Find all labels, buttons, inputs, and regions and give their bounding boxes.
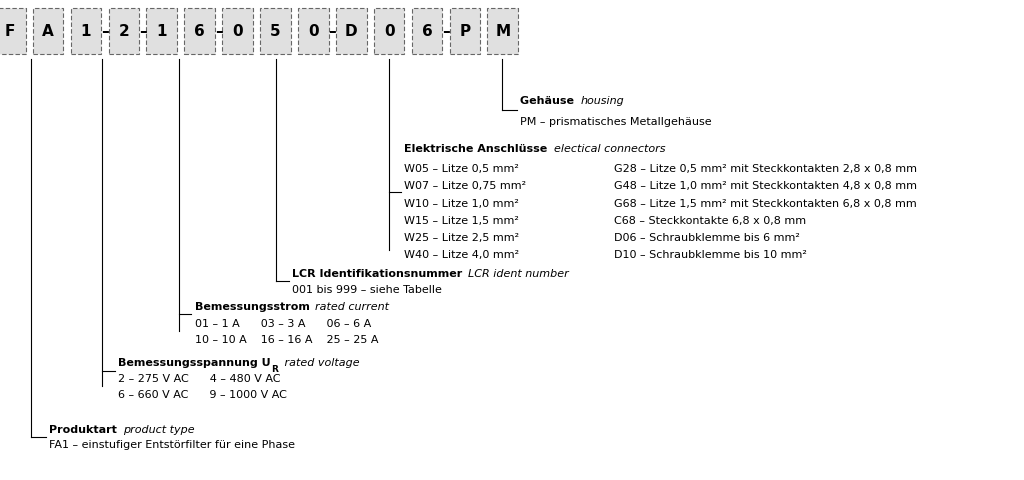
- Text: G28 – Litze 0,5 mm² mit Steckkontakten 2,8 x 0,8 mm: G28 – Litze 0,5 mm² mit Steckkontakten 2…: [614, 164, 918, 174]
- Text: P: P: [460, 24, 470, 39]
- Text: FA1 – einstufiger Entstörfilter für eine Phase: FA1 – einstufiger Entstörfilter für eine…: [49, 441, 295, 450]
- Text: G68 – Litze 1,5 mm² mit Steckkontakten 6,8 x 0,8 mm: G68 – Litze 1,5 mm² mit Steckkontakten 6…: [614, 199, 918, 208]
- Text: W05 – Litze 0,5 mm²: W05 – Litze 0,5 mm²: [404, 164, 519, 174]
- Text: 10 – 10 A    16 – 16 A    25 – 25 A: 10 – 10 A 16 – 16 A 25 – 25 A: [195, 335, 378, 345]
- FancyBboxPatch shape: [260, 8, 291, 54]
- Text: 6: 6: [195, 24, 205, 39]
- FancyBboxPatch shape: [412, 8, 442, 54]
- FancyBboxPatch shape: [374, 8, 404, 54]
- Text: F: F: [5, 24, 15, 39]
- Text: 1: 1: [81, 24, 91, 39]
- FancyBboxPatch shape: [71, 8, 101, 54]
- Text: 6: 6: [422, 24, 432, 39]
- FancyBboxPatch shape: [336, 8, 367, 54]
- Text: W25 – Litze 2,5 mm²: W25 – Litze 2,5 mm²: [404, 233, 519, 243]
- FancyBboxPatch shape: [222, 8, 253, 54]
- Text: 0: 0: [308, 24, 318, 39]
- Text: housing: housing: [581, 96, 624, 106]
- Text: rated voltage: rated voltage: [281, 359, 359, 368]
- Text: –: –: [329, 24, 336, 39]
- Text: PM – prismatisches Metallgehäuse: PM – prismatisches Metallgehäuse: [520, 118, 712, 127]
- Text: 001 bis 999 – siehe Tabelle: 001 bis 999 – siehe Tabelle: [292, 286, 441, 295]
- Text: Produktart: Produktart: [49, 425, 121, 434]
- Text: D06 – Schraubklemme bis 6 mm²: D06 – Schraubklemme bis 6 mm²: [614, 233, 801, 243]
- Text: electical connectors: electical connectors: [554, 144, 666, 154]
- Text: product type: product type: [123, 425, 195, 434]
- Text: 6 – 660 V AC      9 – 1000 V AC: 6 – 660 V AC 9 – 1000 V AC: [118, 390, 287, 400]
- Text: A: A: [42, 24, 54, 39]
- FancyBboxPatch shape: [0, 8, 26, 54]
- FancyBboxPatch shape: [146, 8, 177, 54]
- Text: D: D: [345, 24, 357, 39]
- Text: Bemessungsspannung U: Bemessungsspannung U: [118, 359, 270, 368]
- Text: C68 – Steckkontakte 6,8 x 0,8 mm: C68 – Steckkontakte 6,8 x 0,8 mm: [614, 216, 807, 226]
- Text: W40 – Litze 4,0 mm²: W40 – Litze 4,0 mm²: [404, 251, 519, 260]
- Text: LCR Identifikationsnummer: LCR Identifikationsnummer: [292, 269, 466, 278]
- Text: W07 – Litze 0,75 mm²: W07 – Litze 0,75 mm²: [404, 181, 526, 191]
- Text: –: –: [442, 24, 450, 39]
- Text: Elektrische Anschlüsse: Elektrische Anschlüsse: [404, 144, 552, 154]
- Text: W10 – Litze 1,0 mm²: W10 – Litze 1,0 mm²: [404, 199, 519, 208]
- FancyBboxPatch shape: [109, 8, 139, 54]
- Text: W15 – Litze 1,5 mm²: W15 – Litze 1,5 mm²: [404, 216, 519, 226]
- Text: G48 – Litze 1,0 mm² mit Steckkontakten 4,8 x 0,8 mm: G48 – Litze 1,0 mm² mit Steckkontakten 4…: [614, 181, 918, 191]
- Text: 2 – 275 V AC      4 – 480 V AC: 2 – 275 V AC 4 – 480 V AC: [118, 374, 281, 384]
- Text: –: –: [215, 24, 222, 39]
- Text: 0: 0: [384, 24, 394, 39]
- Text: rated current: rated current: [315, 302, 389, 312]
- Text: 1: 1: [157, 24, 167, 39]
- FancyBboxPatch shape: [450, 8, 480, 54]
- Text: –: –: [101, 24, 109, 39]
- FancyBboxPatch shape: [33, 8, 63, 54]
- Text: Gehäuse: Gehäuse: [520, 96, 579, 106]
- Text: D10 – Schraubklemme bis 10 mm²: D10 – Schraubklemme bis 10 mm²: [614, 251, 807, 260]
- Text: LCR ident number: LCR ident number: [468, 269, 568, 278]
- Text: 01 – 1 A      03 – 3 A      06 – 6 A: 01 – 1 A 03 – 3 A 06 – 6 A: [195, 319, 371, 329]
- FancyBboxPatch shape: [487, 8, 518, 54]
- Text: Bemessungsstrom: Bemessungsstrom: [195, 302, 313, 312]
- Text: 0: 0: [232, 24, 243, 39]
- Text: –: –: [139, 24, 146, 39]
- Text: M: M: [496, 24, 510, 39]
- Text: 2: 2: [119, 24, 129, 39]
- Text: R: R: [271, 365, 279, 374]
- FancyBboxPatch shape: [298, 8, 329, 54]
- Text: 5: 5: [270, 24, 281, 39]
- FancyBboxPatch shape: [184, 8, 215, 54]
